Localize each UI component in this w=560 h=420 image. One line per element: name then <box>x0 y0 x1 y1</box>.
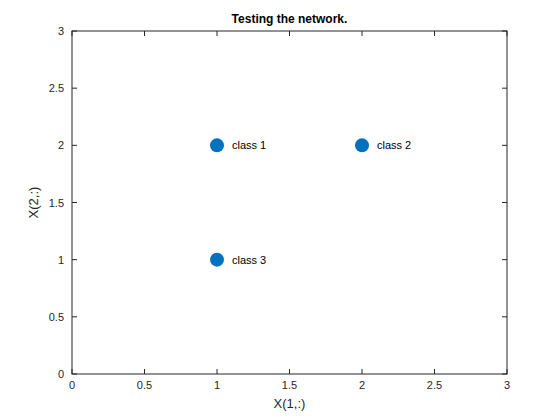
x-tick-label: 0 <box>69 379 75 391</box>
x-tick <box>217 369 218 374</box>
point <box>210 138 224 152</box>
x-tick <box>289 31 290 36</box>
y-tick <box>502 202 507 203</box>
x-tick-label: 1.5 <box>282 379 297 391</box>
y-tick-label: 2.5 <box>49 82 64 94</box>
y-tick-label: 1.5 <box>49 197 64 209</box>
point-label: class 1 <box>232 139 266 151</box>
y-tick <box>72 316 77 317</box>
point-label: class 3 <box>232 254 266 266</box>
marks <box>210 138 369 266</box>
y-tick <box>502 259 507 260</box>
x-tick <box>144 31 145 36</box>
y-tick-label: 3 <box>58 25 64 37</box>
y-tick-label: 1 <box>58 254 64 266</box>
y-tick-label: 0.5 <box>49 311 64 323</box>
chart-root: 0 0.5 1 1.5 2 2.5 3 0 0.5 1 1.5 2 2.5 3 Testing the ne… <box>0 0 560 420</box>
x-tick-label: 1 <box>214 379 220 391</box>
x-tick <box>144 369 145 374</box>
point <box>355 138 369 152</box>
y-tick <box>72 88 77 89</box>
x-tick <box>434 369 435 374</box>
x-tick-label: 2 <box>359 379 365 391</box>
x-tick <box>362 31 363 36</box>
title: Testing the network. <box>232 12 348 26</box>
x-tick <box>289 369 290 374</box>
x-tick <box>434 31 435 36</box>
chart: 0 0.5 1 1.5 2 2.5 3 0 0.5 1 1.5 2 2.5 3 Testing the ne… <box>0 0 560 420</box>
y-tick <box>72 145 77 146</box>
x-tick <box>362 369 363 374</box>
x-tick-label: 0.5 <box>137 379 152 391</box>
y-tick-label: 2 <box>58 139 64 151</box>
x-tick-label: 2.5 <box>427 379 442 391</box>
y-tick-label: 0 <box>58 368 64 380</box>
point-label: class 2 <box>377 139 411 151</box>
y-tick <box>72 202 77 203</box>
y-tick <box>502 88 507 89</box>
y-tick <box>502 316 507 317</box>
y-tick <box>72 259 77 260</box>
point <box>210 253 224 267</box>
y-axis-label: X(2,:) <box>26 187 41 219</box>
y-tick <box>502 145 507 146</box>
plot-area <box>72 31 507 374</box>
x-axis-label: X(1,:) <box>274 396 306 411</box>
axes-frame <box>72 31 507 374</box>
background <box>0 0 560 420</box>
x-tick <box>217 31 218 36</box>
x-tick-label: 3 <box>504 379 510 391</box>
